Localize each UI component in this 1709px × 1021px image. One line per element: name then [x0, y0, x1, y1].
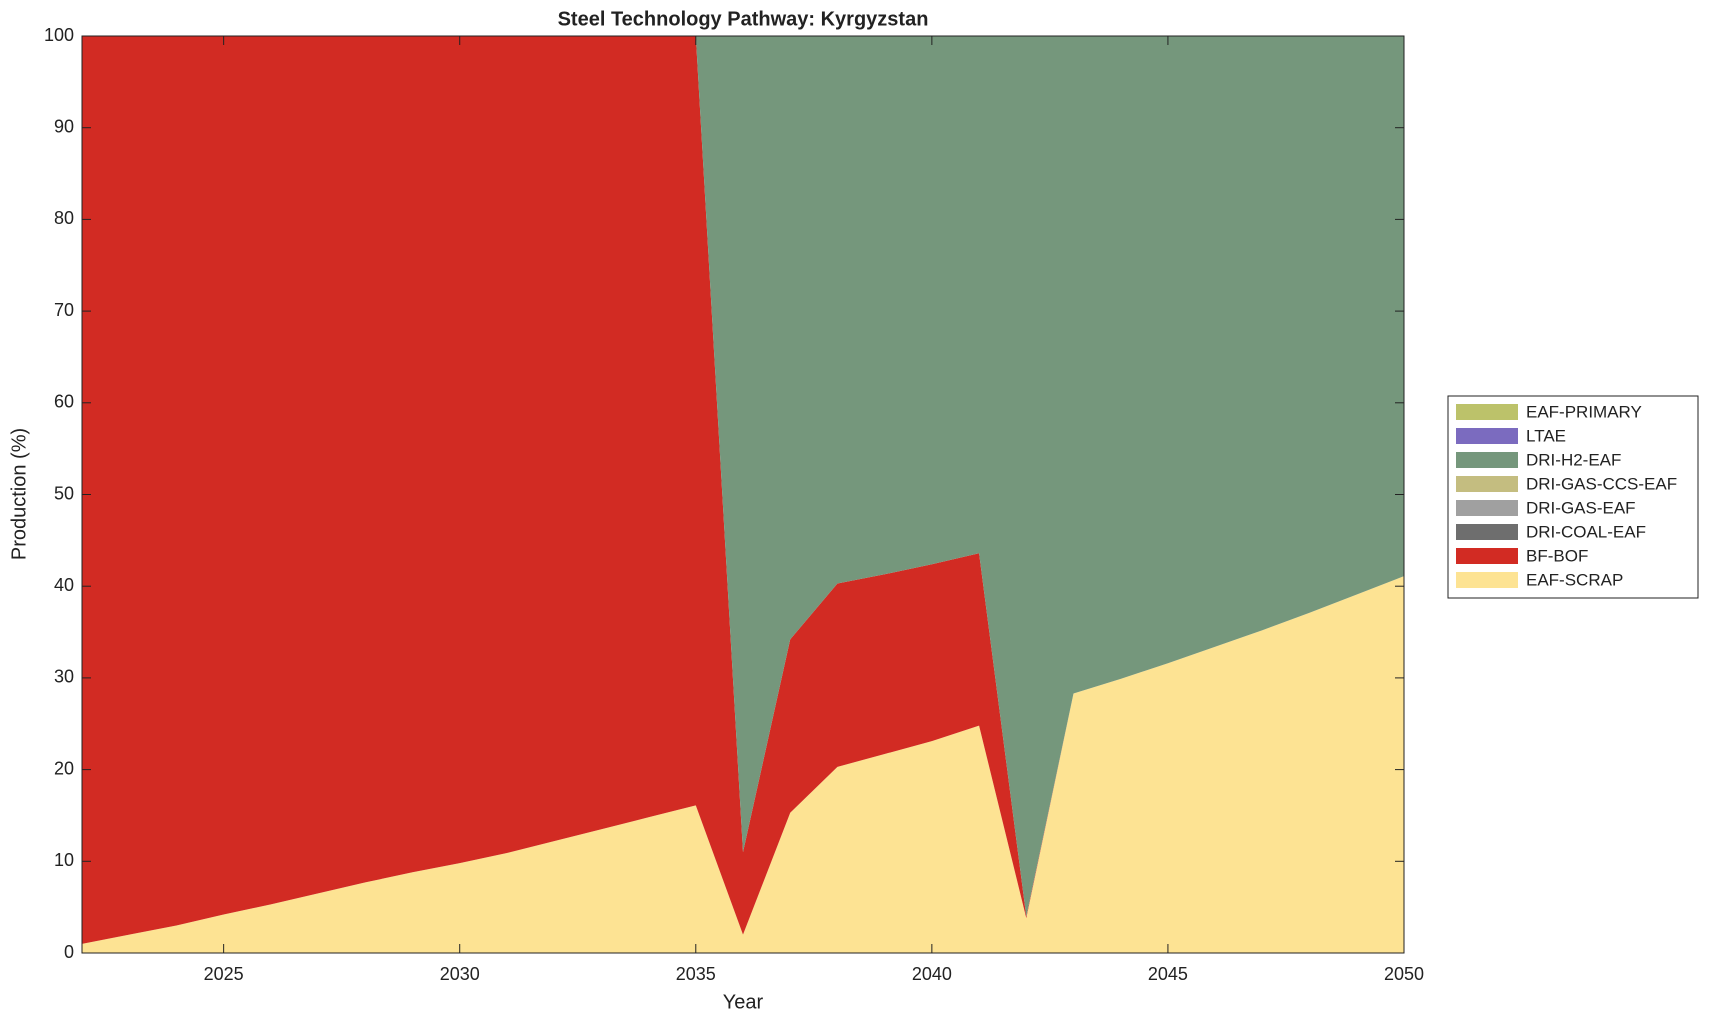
- legend-label: DRI-GAS-CCS-EAF: [1526, 474, 1677, 493]
- y-tick-label: 90: [54, 116, 74, 136]
- y-tick-label: 70: [54, 300, 74, 320]
- x-tick-label: 2030: [440, 964, 480, 984]
- y-axis-label: Production (%): [8, 428, 30, 560]
- legend-label: BF-BOF: [1526, 546, 1588, 565]
- y-tick-label: 80: [54, 208, 74, 228]
- x-tick-label: 2040: [912, 964, 952, 984]
- x-tick-label: 2050: [1384, 964, 1424, 984]
- legend-swatch: [1456, 404, 1518, 420]
- area: [82, 576, 1404, 953]
- y-tick-label: 10: [54, 850, 74, 870]
- legend-swatch: [1456, 524, 1518, 540]
- legend-label: EAF-PRIMARY: [1526, 402, 1642, 421]
- area: [82, 36, 1404, 944]
- legend-swatch: [1456, 500, 1518, 516]
- legend-swatch: [1456, 476, 1518, 492]
- area: [82, 36, 1404, 917]
- x-tick-label: 2025: [204, 964, 244, 984]
- legend-label: LTAE: [1526, 426, 1566, 445]
- x-tick-label: 2045: [1148, 964, 1188, 984]
- y-tick-label: 30: [54, 667, 74, 687]
- y-tick-label: 100: [44, 25, 74, 45]
- x-axis-label: Year: [723, 991, 764, 1013]
- y-tick-label: 50: [54, 483, 74, 503]
- x-tick-label: 2035: [676, 964, 716, 984]
- y-tick-label: 60: [54, 392, 74, 412]
- legend: EAF-PRIMARY LTAE DRI-H2-EAF DRI-GAS-CCS-EAF…: [1447, 395, 1699, 599]
- legend-label: DRI-GAS-EAF: [1526, 498, 1636, 517]
- legend-swatch: [1456, 572, 1518, 588]
- legend-label: DRI-H2-EAF: [1526, 450, 1621, 469]
- legend-swatch: [1456, 548, 1518, 564]
- y-tick-label: 0: [64, 942, 74, 962]
- y-tick-label: 40: [54, 575, 74, 595]
- legend-swatch: [1456, 452, 1518, 468]
- legend-label: DRI-COAL-EAF: [1526, 522, 1646, 541]
- chart-title: Steel Technology Pathway: Kyrgyzstan: [558, 8, 929, 30]
- legend-label: EAF-SCRAP: [1526, 570, 1623, 589]
- legend-swatch: [1456, 428, 1518, 444]
- y-tick-label: 20: [54, 758, 74, 778]
- legend-box: [1447, 395, 1699, 599]
